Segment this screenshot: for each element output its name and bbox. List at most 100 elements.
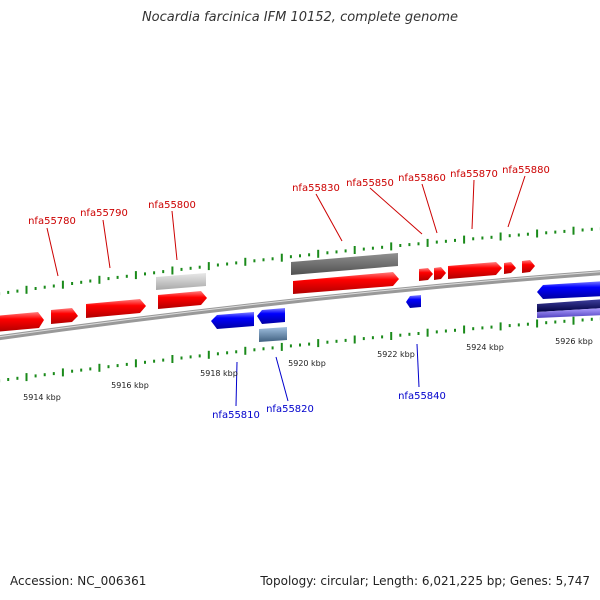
feature-bar-purple[interactable] <box>537 308 600 318</box>
gene-arrow-forward[interactable] <box>293 272 399 294</box>
gene-arrow-reverse[interactable] <box>257 308 285 324</box>
scale-tick-minor <box>435 240 438 244</box>
scale-tick-minor <box>116 275 119 279</box>
gene-arrow-forward[interactable] <box>86 299 146 318</box>
scale-tick-minor <box>153 359 156 363</box>
gene-arrow-forward[interactable] <box>434 267 446 280</box>
connector-line <box>102 219 111 269</box>
gene-label[interactable]: nfa55810 <box>212 410 260 421</box>
accession-text: Accession: NC_006361 <box>10 574 147 588</box>
gene-label[interactable]: nfa55850 <box>346 178 394 189</box>
scale-tick-minor <box>253 348 256 352</box>
gene-label[interactable]: nfa55780 <box>28 216 76 227</box>
connector-line <box>315 193 343 242</box>
gene-arrow-forward[interactable] <box>51 308 78 324</box>
gene-label[interactable]: nfa55870 <box>450 169 498 180</box>
gene-arrow-reverse[interactable] <box>211 312 254 329</box>
gene-arrow-forward[interactable] <box>419 268 433 281</box>
feature-bar-light-gray[interactable] <box>156 273 206 290</box>
scale-tick-major <box>61 368 64 377</box>
gene-label[interactable]: nfa55860 <box>398 173 446 184</box>
scale-tick-minor <box>235 261 238 265</box>
reverse-label-connectors <box>235 343 420 407</box>
scale-tick-minor <box>545 231 548 235</box>
other-features-upper <box>156 253 398 290</box>
scale-tick-minor <box>43 285 46 289</box>
scale-label: 5918 kbp <box>200 369 238 378</box>
scale-ticks-upper <box>0 226 600 296</box>
scale-tick-minor <box>408 332 411 336</box>
scale-label: 5914 kbp <box>23 393 61 402</box>
scale-tick-minor <box>189 266 192 270</box>
scale-tick-minor <box>216 263 219 267</box>
scale-tick-minor <box>381 335 384 339</box>
scale-tick-minor <box>125 274 128 278</box>
scale-tick-major <box>353 246 356 254</box>
scale-tick-minor <box>7 378 10 381</box>
forward-genes <box>0 260 535 332</box>
scale-tick-minor <box>299 254 301 258</box>
reverse-gene-labels: nfa55810 nfa55820 nfa55840 <box>212 391 446 421</box>
scale-tick-minor <box>581 228 584 232</box>
gene-label[interactable]: nfa55840 <box>398 391 446 402</box>
scale-tick-minor <box>80 368 83 372</box>
scale-tick-major <box>353 335 356 344</box>
scale-tick-minor <box>89 279 92 283</box>
scale-tick-minor <box>444 329 447 333</box>
forward-label-connectors <box>46 175 526 277</box>
scale-tick-minor <box>490 325 493 329</box>
scale-label: 5924 kbp <box>466 343 504 352</box>
scale-tick-minor <box>526 232 529 236</box>
feature-bar-navy[interactable] <box>537 299 600 312</box>
scale-tick-major <box>280 342 283 351</box>
scale-tick-minor <box>34 287 37 290</box>
scale-tick-minor <box>517 233 520 237</box>
gene-arrow-forward[interactable] <box>504 262 516 274</box>
gene-arrow-forward[interactable] <box>158 291 207 309</box>
gene-label[interactable]: nfa55830 <box>292 183 340 194</box>
scale-tick-minor <box>180 267 183 271</box>
scale-tick-minor <box>362 337 365 341</box>
scale-tick-minor <box>52 284 55 288</box>
reverse-genes <box>211 281 600 329</box>
gene-arrow-forward[interactable] <box>448 262 502 279</box>
scale-tick-minor <box>590 317 593 321</box>
gene-arrow-forward[interactable] <box>522 260 535 273</box>
scale-tick-minor <box>563 319 566 323</box>
gene-arrow-reverse[interactable] <box>537 281 600 299</box>
scale-tick-minor <box>344 338 347 342</box>
gene-label[interactable]: nfa55820 <box>266 404 314 415</box>
scale-tick-minor <box>417 332 420 335</box>
scale-tick-minor <box>554 320 557 324</box>
scale-tick-minor <box>253 259 256 263</box>
scale-tick-minor <box>80 280 83 284</box>
scale-tick-minor <box>335 250 338 254</box>
scale-tick-minor <box>581 318 584 322</box>
scale-tick-minor <box>144 360 146 364</box>
scale-tick-major <box>463 235 466 244</box>
scale-tick-minor <box>89 367 92 371</box>
scale-label: 5916 kbp <box>111 381 149 390</box>
gene-label[interactable]: nfa55880 <box>502 165 550 176</box>
scale-tick-major <box>463 325 466 334</box>
scale-tick-minor <box>444 239 447 243</box>
gene-label[interactable]: nfa55800 <box>148 200 196 211</box>
scale-tick-major <box>536 319 539 328</box>
scale-label: 5920 kbp <box>288 359 326 368</box>
gene-arrow-forward[interactable] <box>0 312 44 332</box>
scale-tick-minor <box>481 326 484 330</box>
forward-gene-labels: nfa55780 nfa55790 nfa55800 nfa55830 nfa5… <box>28 165 550 227</box>
scale-tick-major <box>280 253 283 262</box>
gene-label[interactable]: nfa55790 <box>80 208 128 219</box>
gene-arrow-reverse[interactable] <box>406 295 421 308</box>
scale-tick-major <box>317 339 320 348</box>
feature-bar-dark-gray[interactable] <box>291 253 398 275</box>
scale-tick-major <box>499 322 502 331</box>
genome-title: Nocardia farcinica IFM 10152, complete g… <box>141 10 459 25</box>
scale-tick-minor <box>435 330 438 334</box>
scale-tick-minor <box>289 255 292 259</box>
scale-tick-minor <box>526 322 529 326</box>
feature-bar-steel-blue[interactable] <box>259 327 287 342</box>
scale-tick-minor <box>198 354 201 358</box>
scale-tick-major <box>426 238 429 247</box>
